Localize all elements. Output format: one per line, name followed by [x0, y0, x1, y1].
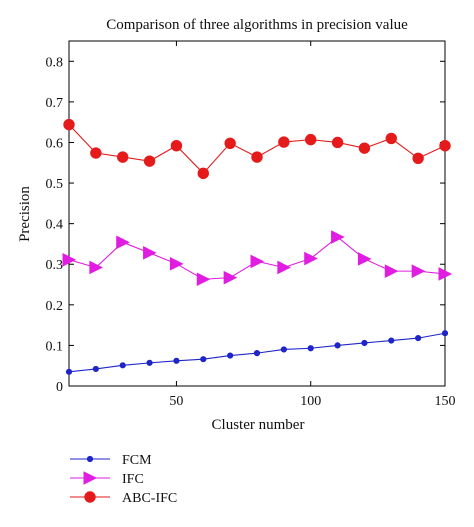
- data-point-fcm: [388, 337, 395, 344]
- data-point-fcm: [227, 352, 234, 359]
- x-axis-ticks: 50 100 150: [169, 41, 456, 409]
- y-tick-label: 0.5: [46, 177, 64, 192]
- data-point-ifc: [384, 264, 399, 278]
- data-point-ifc: [250, 254, 265, 269]
- data-point-fcm: [280, 346, 287, 353]
- y-tick-label: 0.1: [46, 339, 64, 354]
- data-point-ifc: [143, 246, 157, 260]
- data-point-fcm: [441, 330, 449, 337]
- data-point-abc-ifc: [90, 147, 102, 159]
- y-axis-ticks: 0 0.1 0.2 0.3 0.4 0.5 0.6 0.7 0.8: [46, 55, 445, 395]
- legend-marker-fcm: [86, 455, 94, 463]
- data-point-fcm: [307, 345, 314, 352]
- series-fcm: [65, 330, 449, 375]
- legend-item-abc-ifc: ABC-IFC: [70, 491, 177, 506]
- data-point-fcm: [361, 339, 368, 347]
- y-axis-label: Precision: [17, 186, 33, 242]
- legend-label-ifc: IFC: [122, 472, 144, 487]
- legend-label-fcm: FCM: [122, 453, 152, 468]
- data-point-ifc: [411, 264, 426, 278]
- legend-marker-abc-ifc: [84, 491, 96, 503]
- series-layer: [62, 118, 453, 375]
- data-point-abc-ifc: [117, 151, 129, 163]
- series-abc-ifc: [63, 118, 451, 180]
- chart-title: Comparison of three algorithms in precis…: [106, 17, 408, 33]
- data-point-ifc: [357, 252, 372, 266]
- series-ifc: [62, 230, 453, 287]
- data-point-abc-ifc: [251, 151, 263, 163]
- x-tick-label: 100: [300, 394, 321, 409]
- data-point-fcm: [119, 362, 126, 369]
- legend: FCM IFC ABC-IFC: [70, 453, 177, 506]
- data-point-abc-ifc: [143, 155, 156, 167]
- data-point-ifc: [223, 270, 238, 285]
- data-point-ifc: [89, 260, 103, 275]
- y-tick-label: 0.3: [46, 258, 64, 273]
- data-point-fcm: [334, 342, 341, 349]
- data-point-fcm: [92, 365, 99, 373]
- data-point-abc-ifc: [358, 142, 371, 154]
- data-point-abc-ifc: [439, 140, 451, 152]
- data-point-abc-ifc: [412, 152, 424, 165]
- data-point-fcm: [65, 368, 73, 375]
- data-point-abc-ifc: [63, 118, 75, 131]
- x-axis-label: Cluster number: [212, 417, 305, 433]
- legend-item-fcm: FCM: [70, 453, 152, 468]
- legend-marker-ifc: [83, 471, 98, 485]
- legend-item-ifc: IFC: [70, 471, 144, 487]
- data-point-ifc: [116, 235, 130, 250]
- data-point-ifc: [196, 272, 211, 287]
- data-point-fcm: [173, 357, 180, 364]
- data-point-abc-ifc: [278, 136, 290, 148]
- y-tick-label: 0.7: [46, 96, 64, 111]
- y-tick-label: 0.6: [46, 136, 64, 151]
- data-point-abc-ifc: [170, 140, 183, 152]
- data-point-ifc: [304, 251, 318, 266]
- data-point-ifc: [169, 257, 184, 271]
- y-tick-label: 0.4: [46, 218, 64, 233]
- data-point-abc-ifc: [305, 133, 317, 146]
- data-point-ifc: [62, 252, 77, 267]
- data-point-fcm: [415, 335, 422, 342]
- data-point-ifc: [331, 230, 345, 244]
- data-point-abc-ifc: [331, 136, 344, 149]
- legend-label-abc-ifc: ABC-IFC: [122, 491, 177, 506]
- x-tick-label: 150: [435, 394, 456, 409]
- data-point-abc-ifc: [224, 137, 236, 149]
- data-point-ifc: [277, 260, 291, 275]
- plot-frame: [68, 40, 446, 387]
- y-tick-label: 0.2: [46, 299, 64, 314]
- y-tick-label: 0: [56, 380, 63, 395]
- y-tick-label: 0.8: [46, 55, 64, 70]
- data-point-fcm: [253, 350, 261, 357]
- data-point-abc-ifc: [385, 132, 397, 145]
- data-point-fcm: [146, 359, 153, 366]
- data-point-ifc: [438, 267, 453, 281]
- x-tick-label: 50: [169, 394, 183, 409]
- data-point-fcm: [200, 356, 207, 363]
- data-point-abc-ifc: [197, 167, 209, 180]
